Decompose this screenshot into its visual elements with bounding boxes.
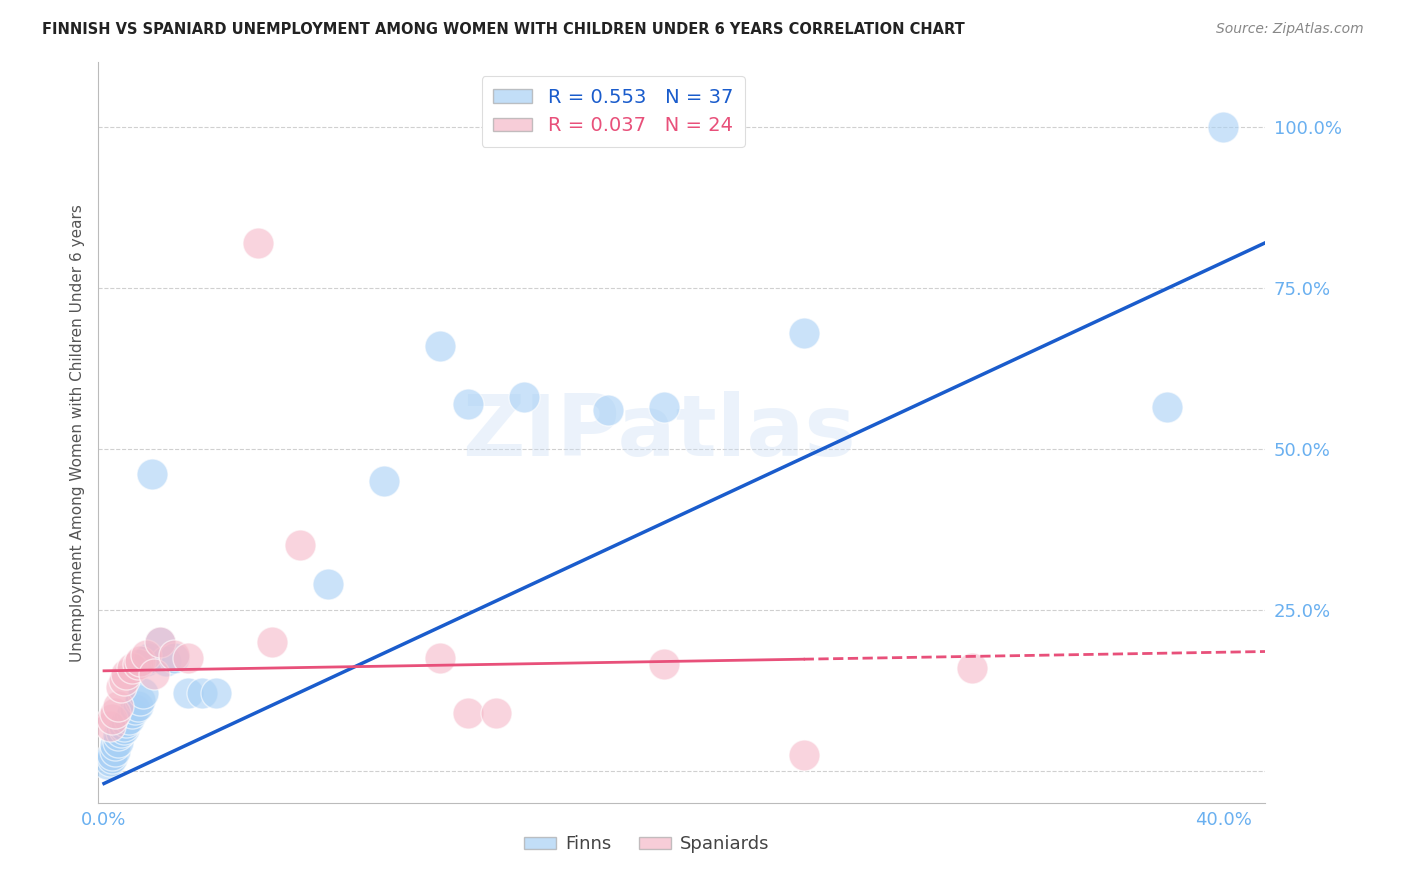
Point [107, 734, 129, 748]
Point [127, 699, 149, 714]
Point [191, 686, 214, 700]
Legend: Finns, Spaniards: Finns, Spaniards [517, 828, 778, 861]
Point [793, 747, 815, 762]
Point [177, 651, 200, 665]
Point [1212, 120, 1234, 134]
Point [121, 706, 143, 720]
Point [457, 706, 479, 720]
Point [163, 651, 186, 665]
Point [135, 654, 157, 668]
Point [98, 754, 121, 768]
Point [149, 635, 172, 649]
Point [596, 403, 619, 417]
Text: FINNISH VS SPANIARD UNEMPLOYMENT AMONG WOMEN WITH CHILDREN UNDER 6 YEARS CORRELA: FINNISH VS SPANIARD UNEMPLOYMENT AMONG W… [42, 22, 965, 37]
Point [115, 715, 138, 730]
Point [513, 390, 536, 404]
Point [135, 648, 157, 662]
Point [288, 538, 311, 552]
Point [205, 686, 228, 700]
Point [143, 667, 166, 681]
Point [429, 651, 451, 665]
Point [129, 693, 152, 707]
Point [107, 699, 129, 714]
Point [155, 654, 177, 668]
Point [112, 718, 135, 732]
Point [101, 712, 124, 726]
Point [457, 397, 479, 411]
Point [260, 635, 283, 649]
Point [652, 657, 675, 672]
Point [138, 651, 160, 665]
Point [127, 657, 149, 672]
Point [163, 648, 186, 662]
Point [96, 757, 118, 772]
Point [246, 235, 269, 250]
Point [101, 750, 124, 764]
Point [112, 673, 135, 688]
Point [124, 702, 146, 716]
Point [373, 474, 395, 488]
Point [104, 738, 127, 752]
Point [112, 722, 135, 736]
Point [485, 706, 508, 720]
Point [115, 667, 138, 681]
Point [177, 686, 200, 700]
Point [1156, 400, 1178, 414]
Point [960, 660, 983, 674]
Point [104, 744, 127, 758]
Point [107, 728, 129, 742]
Point [110, 680, 132, 694]
Point [98, 718, 121, 732]
Point [429, 339, 451, 353]
Point [129, 654, 152, 668]
Point [101, 747, 124, 762]
Point [132, 686, 155, 700]
Point [121, 660, 143, 674]
Y-axis label: Unemployment Among Women with Children Under 6 years: Unemployment Among Women with Children U… [69, 203, 84, 662]
Point [316, 577, 339, 591]
Point [793, 326, 815, 340]
Point [652, 400, 675, 414]
Point [149, 635, 172, 649]
Point [110, 725, 132, 739]
Text: ZIPatlas: ZIPatlas [461, 391, 855, 475]
Point [118, 712, 141, 726]
Text: Source: ZipAtlas.com: Source: ZipAtlas.com [1216, 22, 1364, 37]
Point [104, 706, 127, 720]
Point [141, 467, 163, 482]
